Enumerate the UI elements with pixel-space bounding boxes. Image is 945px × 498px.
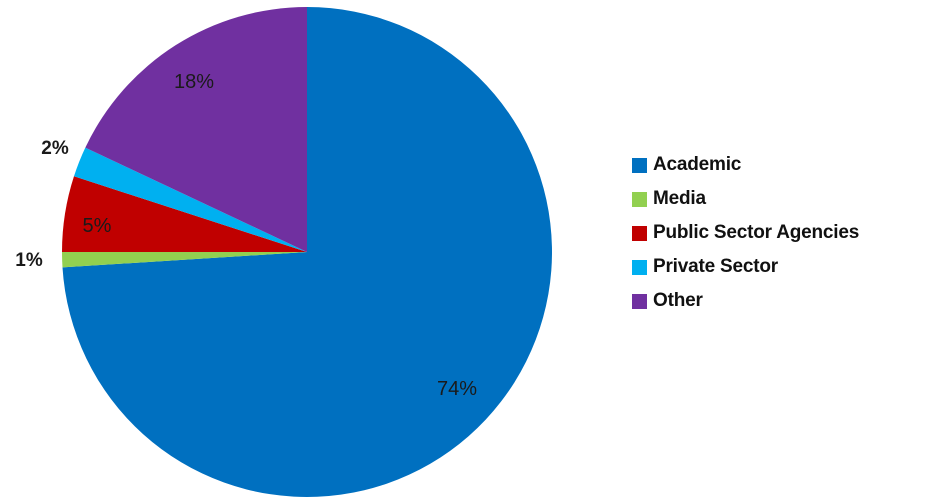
legend-item-other: Other	[632, 284, 859, 318]
legend-swatch-media	[632, 191, 647, 207]
legend-swatch-public-sector-agencies	[632, 225, 647, 241]
legend-label-other: Other	[653, 290, 703, 311]
legend-item-media: Media	[632, 182, 859, 216]
legend-label-private-sector: Private Sector	[653, 256, 778, 277]
chart-legend: Academic Media Public Sector Agencies Priva…	[632, 148, 859, 318]
legend-item-academic: Academic	[632, 148, 859, 182]
pie-slice-academic	[62, 7, 552, 498]
legend-item-public-sector-agencies: Public Sector Agencies	[632, 216, 859, 250]
legend-item-private-sector: Private Sector	[632, 250, 859, 284]
pie-labels: 74% 1% 5% 2% 18%	[15, 71, 477, 400]
legend-label-media: Media	[653, 188, 706, 209]
slice-label-academic: 74%	[437, 378, 477, 400]
legend-label-academic: Academic	[653, 154, 742, 175]
slice-label-public-sector-agencies: 5%	[83, 215, 112, 237]
legend-label-public-sector-agencies: Public Sector Agencies	[653, 222, 860, 243]
pie-slice-media	[61, 252, 307, 268]
pie-slice-public-sector-agencies	[62, 176, 307, 252]
pie-slice-other	[85, 7, 307, 252]
pie-slices	[61, 7, 552, 498]
legend-swatch-academic	[632, 157, 647, 173]
slice-label-other: 18%	[174, 71, 214, 93]
slice-label-media: 1%	[15, 250, 43, 271]
pie-slice-private-sector	[73, 147, 308, 252]
slice-label-private-sector: 2%	[41, 138, 69, 159]
legend-swatch-other	[632, 293, 647, 309]
legend-swatch-private-sector	[632, 259, 647, 275]
